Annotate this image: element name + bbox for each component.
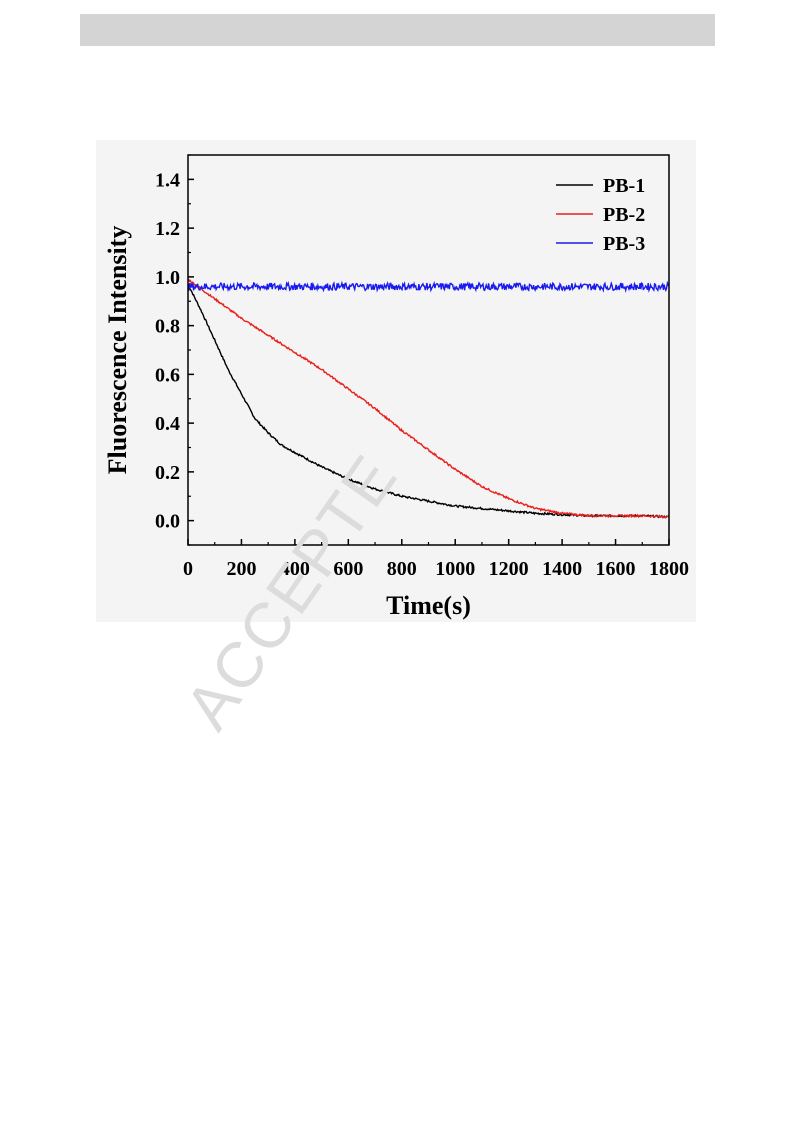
x-tick-label: 200 (226, 558, 256, 580)
line-chart: 0 200 400 600 800 1000 1200 1400 1600 1800 0.0 0.2 0… (103, 154, 689, 620)
legend-label-pb-2: PB-2 (603, 204, 645, 226)
x-tick-label: 1200 (489, 558, 529, 580)
legend-label-pb-3: PB-3 (603, 233, 645, 255)
page-header-bar (80, 14, 715, 46)
x-tick-label: 1000 (435, 558, 475, 580)
x-tick-label: 0 (183, 558, 193, 580)
y-tick-label: 0.6 (155, 364, 180, 386)
x-axis-label: Time(s) (386, 591, 471, 620)
tick-labels: 0 200 400 600 800 1000 1200 1400 1600 1800 0.0 0.2 0… (155, 169, 689, 580)
plot-frame (187, 154, 670, 546)
x-tick-label: 800 (387, 558, 417, 580)
x-tick-label: 1400 (542, 558, 582, 580)
x-tick-label: 400 (280, 558, 310, 580)
series-line-pb-3 (187, 280, 670, 293)
legend-label-pb-1: PB-1 (603, 175, 645, 197)
x-tick-label: 600 (333, 558, 363, 580)
series-line-pb-1 (187, 283, 670, 519)
plot-lines (187, 278, 670, 519)
y-tick-label: 1.4 (155, 169, 180, 191)
axis-ticks (187, 154, 670, 546)
y-tick-label: 0.2 (155, 462, 180, 484)
y-tick-label: 0.4 (155, 413, 180, 435)
y-tick-label: 0.0 (155, 511, 180, 533)
x-tick-label: 1800 (649, 558, 689, 580)
legend: PB-1 PB-2 PB-3 (556, 175, 645, 255)
y-tick-label: 0.8 (155, 316, 180, 338)
y-axis-label: Fluorescence Intensity (103, 226, 132, 475)
chart-figure: 0 200 400 600 800 1000 1200 1400 1600 1800 0.0 0.2 0… (96, 140, 696, 622)
y-tick-label: 1.0 (155, 267, 180, 289)
series-line-pb-2 (187, 278, 670, 519)
y-tick-label: 1.2 (155, 218, 180, 240)
x-tick-label: 1600 (596, 558, 636, 580)
